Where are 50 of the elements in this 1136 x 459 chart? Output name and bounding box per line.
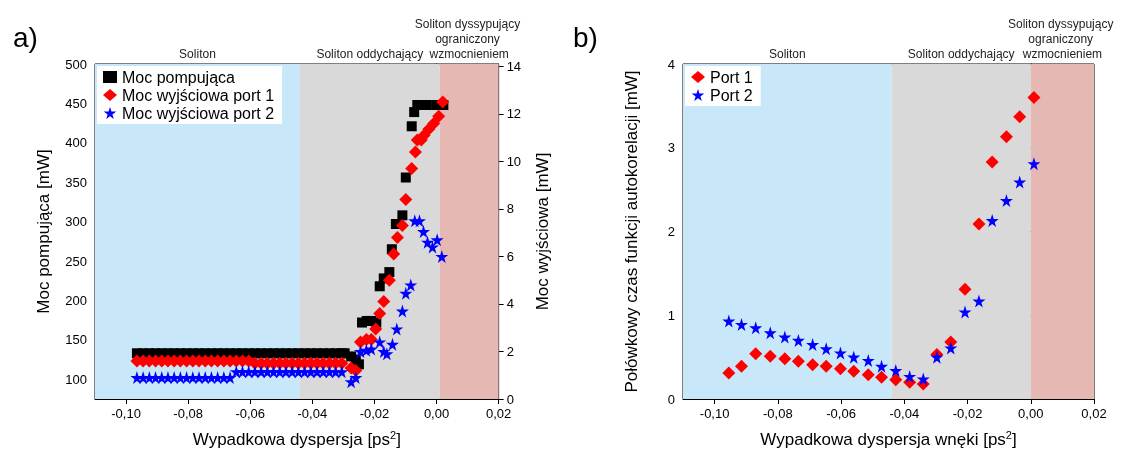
legend-label: Moc wyjściowa port 2 <box>122 104 275 122</box>
legend-label: Port 1 <box>710 68 753 86</box>
x-tick-label: -0,02 <box>359 406 390 421</box>
y-tick-label: 100 <box>65 371 87 387</box>
y-tick-label: 500 <box>65 56 87 72</box>
x-tick-label: -0,10 <box>699 406 730 421</box>
x-tick-label: -0,10 <box>111 406 141 421</box>
x-tick-label: 0,00 <box>423 406 450 421</box>
y-axis-title: Połówkowy czas funkcji autokorelacji [mW] <box>621 70 641 393</box>
x-tick-label: -0,02 <box>952 406 983 421</box>
y2-tick-label: 14 <box>506 58 522 74</box>
y-tick-label: 3 <box>667 140 675 156</box>
x-tick-label: -0,04 <box>889 406 920 421</box>
legend-label: Port 2 <box>710 86 753 104</box>
legend-label: Moc pompująca <box>122 68 236 86</box>
y-tick-label: 0 <box>667 391 675 407</box>
x-tick-label: 0,02 <box>1081 406 1107 421</box>
band-label: Soliton <box>768 46 806 61</box>
x-tick-label: 0,02 <box>485 406 512 421</box>
y-tick-label: 1 <box>667 307 675 323</box>
y-axis-title: Moc pompująca [mW] <box>33 149 53 314</box>
x-tick-label: 0,00 <box>1018 406 1044 421</box>
y2-tick-label: 10 <box>506 153 522 169</box>
band-label: Soliton <box>179 46 216 61</box>
band-label: Soliton oddychający <box>907 46 1015 61</box>
y2-tick-label: 0 <box>506 391 514 407</box>
x-tick-label: -0,04 <box>297 406 328 421</box>
chart-title: b) <box>573 21 598 53</box>
y2-tick-label: 2 <box>506 343 514 359</box>
legend-label: Moc wyjściowa port 1 <box>122 86 275 104</box>
y2-tick-label: 4 <box>506 296 514 312</box>
y-tick-label: 400 <box>65 135 87 151</box>
y2-tick-label: 6 <box>506 248 514 264</box>
y-tick-label: 300 <box>65 214 87 230</box>
y-tick-label: 250 <box>65 253 87 269</box>
y-tick-label: 450 <box>65 95 87 111</box>
y-tick-label: 200 <box>65 292 87 308</box>
x-tick-label: -0,08 <box>173 406 203 421</box>
y2-tick-label: 12 <box>506 106 522 122</box>
y-tick-label: 350 <box>65 174 87 190</box>
x-tick-label: -0,08 <box>763 406 793 421</box>
y-tick-label: 4 <box>667 56 675 72</box>
y2-axis-title: Moc wyjściowa [mW] <box>532 152 552 311</box>
x-tick-label: -0,06 <box>826 406 856 421</box>
y-tick-label: 2 <box>667 224 675 239</box>
y2-tick-label: 8 <box>506 201 514 217</box>
band-label: Soliton oddychający <box>316 46 424 61</box>
chart-title: a) <box>13 21 38 53</box>
y-tick-label: 150 <box>65 332 87 348</box>
x-tick-label: -0,06 <box>235 406 266 421</box>
